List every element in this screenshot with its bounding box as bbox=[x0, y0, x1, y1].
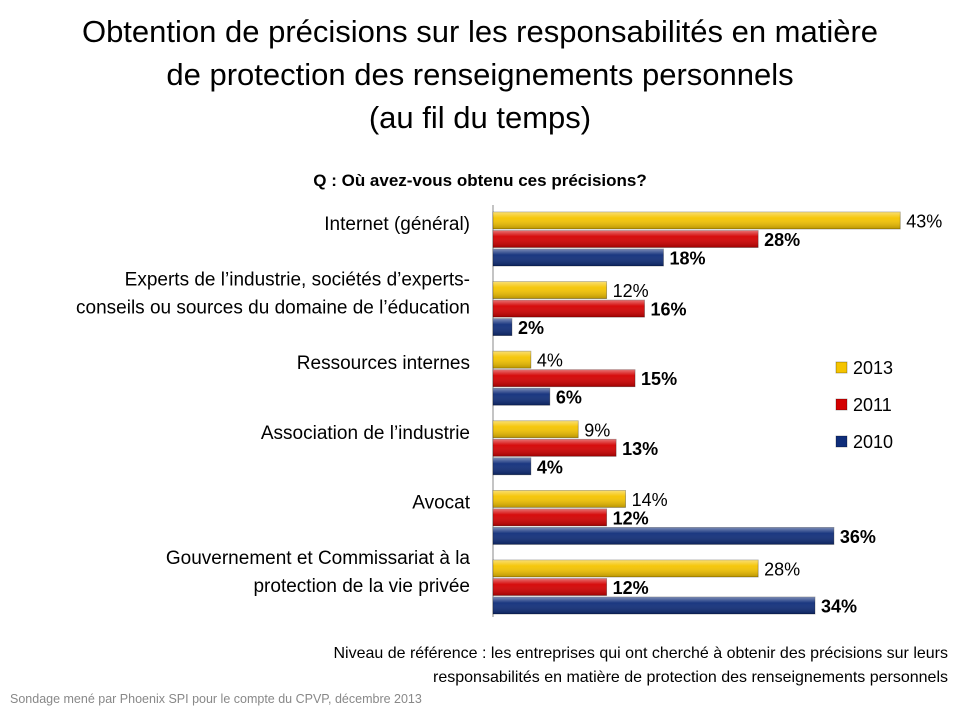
bar-shine bbox=[493, 457, 531, 475]
bar-shine bbox=[493, 560, 759, 577]
bar-shine bbox=[493, 597, 815, 614]
bar-shine bbox=[493, 508, 607, 526]
data-label-2011: 12% bbox=[613, 508, 649, 528]
bar-shine bbox=[493, 578, 607, 596]
data-label-2013: 4% bbox=[537, 351, 563, 371]
data-label-2011: 12% bbox=[613, 578, 649, 598]
category-label: Experts de l’industrie, sociétés d’exper… bbox=[125, 270, 470, 291]
bar-shine bbox=[493, 318, 512, 336]
data-label-2010: 18% bbox=[669, 249, 705, 269]
bar-shine bbox=[493, 300, 645, 318]
data-label-2011: 13% bbox=[622, 439, 658, 459]
bar-shine bbox=[493, 230, 759, 248]
bar-shine bbox=[493, 420, 579, 438]
bar-shine bbox=[493, 212, 901, 229]
category-label: conseils ou sources du domaine de l’éduc… bbox=[76, 298, 470, 319]
bar-shine bbox=[493, 249, 664, 266]
data-label-2010: 6% bbox=[556, 388, 582, 408]
question-subtitle: Q : Où avez-vous obtenu ces précisions? bbox=[313, 171, 647, 190]
bar-shine bbox=[493, 439, 617, 457]
legend-label-2011: 2011 bbox=[853, 395, 892, 415]
bar-shine bbox=[493, 388, 550, 406]
chart-title: Obtention de précisions sur les responsa… bbox=[0, 10, 960, 139]
category-label: Gouvernement et Commissariat à la bbox=[166, 548, 471, 569]
data-label-2011: 15% bbox=[641, 369, 677, 389]
bar-shine bbox=[493, 527, 834, 545]
data-label-2010: 34% bbox=[821, 597, 857, 617]
data-label-2011: 16% bbox=[651, 300, 687, 320]
data-label-2010: 2% bbox=[518, 318, 544, 338]
base-note: Niveau de référence : les entreprises qu… bbox=[333, 645, 948, 686]
category-label: Internet (général) bbox=[324, 214, 470, 235]
data-label-2010: 36% bbox=[840, 527, 876, 547]
title-line: (au fil du temps) bbox=[368, 100, 592, 135]
category-label: Association de l’industrie bbox=[261, 423, 470, 444]
data-label-2013: 12% bbox=[613, 281, 649, 301]
data-label-2013: 9% bbox=[584, 420, 610, 440]
category-label: Ressources internes bbox=[297, 353, 470, 374]
title-line: de protection des renseignements personn… bbox=[166, 57, 794, 92]
data-label-2013: 43% bbox=[906, 212, 942, 232]
legend-swatch-2011 bbox=[835, 398, 848, 411]
bar-shine bbox=[493, 490, 626, 508]
legend-label-2013: 2013 bbox=[853, 358, 893, 378]
category-label: protection de la vie privée bbox=[253, 576, 470, 597]
legend-swatch-2013 bbox=[835, 361, 848, 374]
legend-label-2010: 2010 bbox=[853, 432, 893, 452]
data-label-2011: 28% bbox=[764, 230, 800, 250]
title-line: Obtention de précisions sur les responsa… bbox=[81, 14, 879, 49]
bar-shine bbox=[493, 351, 531, 369]
source-note: Sondage mené par Phoenix SPI pour le com… bbox=[10, 692, 422, 706]
legend-swatch-2010 bbox=[835, 435, 848, 448]
bar-shine bbox=[493, 281, 607, 299]
data-label-2013: 28% bbox=[764, 560, 800, 580]
bar-shine bbox=[493, 369, 636, 387]
data-label-2010: 4% bbox=[537, 457, 563, 477]
data-label-2013: 14% bbox=[632, 490, 668, 510]
category-label: Avocat bbox=[412, 492, 470, 513]
